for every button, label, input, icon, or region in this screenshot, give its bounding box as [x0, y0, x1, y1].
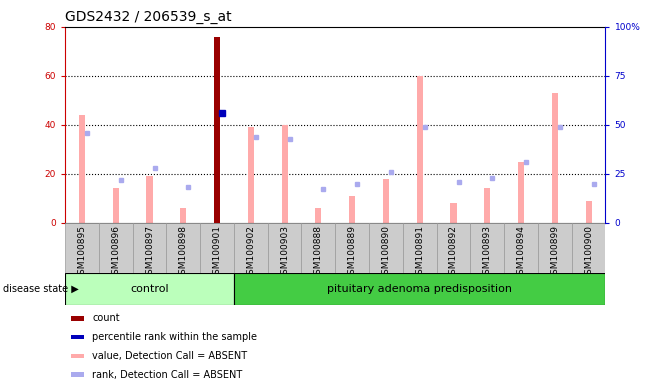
Bar — [301, 223, 335, 273]
Bar — [65, 273, 234, 305]
Bar — [369, 223, 403, 273]
Text: pituitary adenoma predisposition: pituitary adenoma predisposition — [327, 284, 512, 294]
Text: disease state ▶: disease state ▶ — [3, 284, 79, 294]
Bar — [552, 93, 558, 223]
Text: rank, Detection Call = ABSENT: rank, Detection Call = ABSENT — [92, 370, 242, 380]
Bar — [234, 273, 605, 305]
Bar — [335, 223, 369, 273]
Bar — [282, 125, 288, 223]
Text: GSM100889: GSM100889 — [348, 225, 357, 280]
Bar — [538, 223, 572, 273]
Text: control: control — [130, 284, 169, 294]
Bar — [349, 196, 355, 223]
Bar — [504, 223, 538, 273]
Text: GSM100888: GSM100888 — [314, 225, 323, 280]
Text: GSM100896: GSM100896 — [111, 225, 120, 280]
Bar — [146, 176, 152, 223]
Bar — [70, 354, 84, 358]
Bar — [268, 223, 301, 273]
Text: GSM100899: GSM100899 — [550, 225, 559, 280]
Text: GSM100902: GSM100902 — [246, 225, 255, 280]
Bar — [180, 208, 186, 223]
Text: GSM100898: GSM100898 — [179, 225, 187, 280]
Bar — [383, 179, 389, 223]
Text: GSM100894: GSM100894 — [516, 225, 525, 280]
Bar — [133, 223, 167, 273]
Text: GSM100890: GSM100890 — [381, 225, 391, 280]
Bar — [470, 223, 504, 273]
Text: GSM100895: GSM100895 — [77, 225, 87, 280]
Text: GSM100897: GSM100897 — [145, 225, 154, 280]
Bar — [65, 223, 99, 273]
Text: GSM100893: GSM100893 — [483, 225, 492, 280]
Text: GSM100892: GSM100892 — [449, 225, 458, 280]
Bar — [99, 223, 133, 273]
Bar — [70, 316, 84, 321]
Bar — [79, 115, 85, 223]
Bar — [417, 76, 422, 223]
Text: GSM100901: GSM100901 — [213, 225, 221, 280]
Bar — [585, 201, 592, 223]
Bar — [450, 203, 456, 223]
Text: count: count — [92, 313, 120, 323]
Text: percentile rank within the sample: percentile rank within the sample — [92, 332, 257, 342]
Bar — [214, 36, 220, 223]
Bar — [572, 223, 605, 273]
Bar — [113, 189, 118, 223]
Bar — [70, 372, 84, 377]
Bar — [70, 335, 84, 339]
Bar — [214, 36, 220, 223]
Text: GSM100900: GSM100900 — [584, 225, 593, 280]
Bar — [437, 223, 470, 273]
Bar — [403, 223, 437, 273]
Bar — [518, 162, 524, 223]
Bar — [484, 189, 490, 223]
Bar — [315, 208, 322, 223]
Bar — [248, 127, 254, 223]
Text: GDS2432 / 206539_s_at: GDS2432 / 206539_s_at — [65, 10, 232, 25]
Text: GSM100903: GSM100903 — [280, 225, 289, 280]
Bar — [234, 223, 268, 273]
Bar — [201, 223, 234, 273]
Bar — [167, 223, 201, 273]
Text: GSM100891: GSM100891 — [415, 225, 424, 280]
Text: value, Detection Call = ABSENT: value, Detection Call = ABSENT — [92, 351, 247, 361]
